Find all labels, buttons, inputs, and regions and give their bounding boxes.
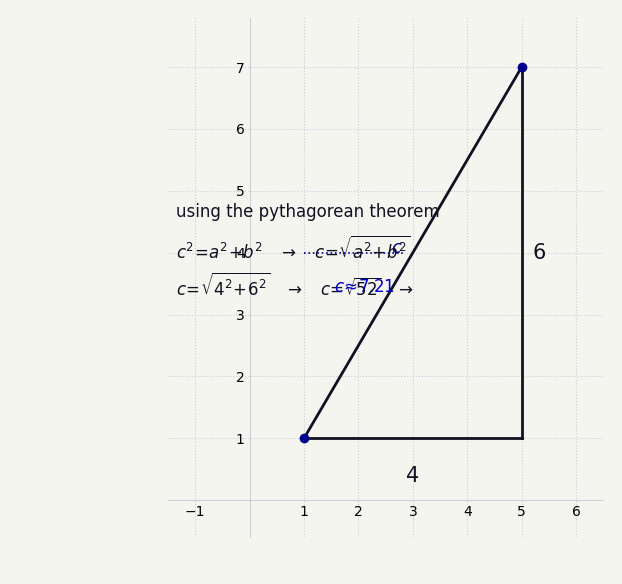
Text: $c\!\approx\!7.21$: $c\!\approx\!7.21$ bbox=[334, 277, 395, 296]
Text: using the pythagorean theorem: using the pythagorean theorem bbox=[176, 203, 440, 221]
Text: $c^2\!=\!a^2\!+\!b^2$   $\rightarrow$   $c\!=\!\sqrt{a^2\!+\!b^2}$: $c^2\!=\!a^2\!+\!b^2$ $\rightarrow$ $c\!… bbox=[176, 236, 411, 263]
Text: $c\!=\!\sqrt{4^2\!+\!6^2}$   $\rightarrow$   $c\!=\!\sqrt{52}$   $\rightarrow$: $c\!=\!\sqrt{4^2\!+\!6^2}$ $\rightarrow$… bbox=[176, 273, 428, 300]
Text: 4: 4 bbox=[406, 466, 419, 486]
Text: 6: 6 bbox=[532, 242, 546, 263]
Text: c: c bbox=[391, 239, 401, 257]
